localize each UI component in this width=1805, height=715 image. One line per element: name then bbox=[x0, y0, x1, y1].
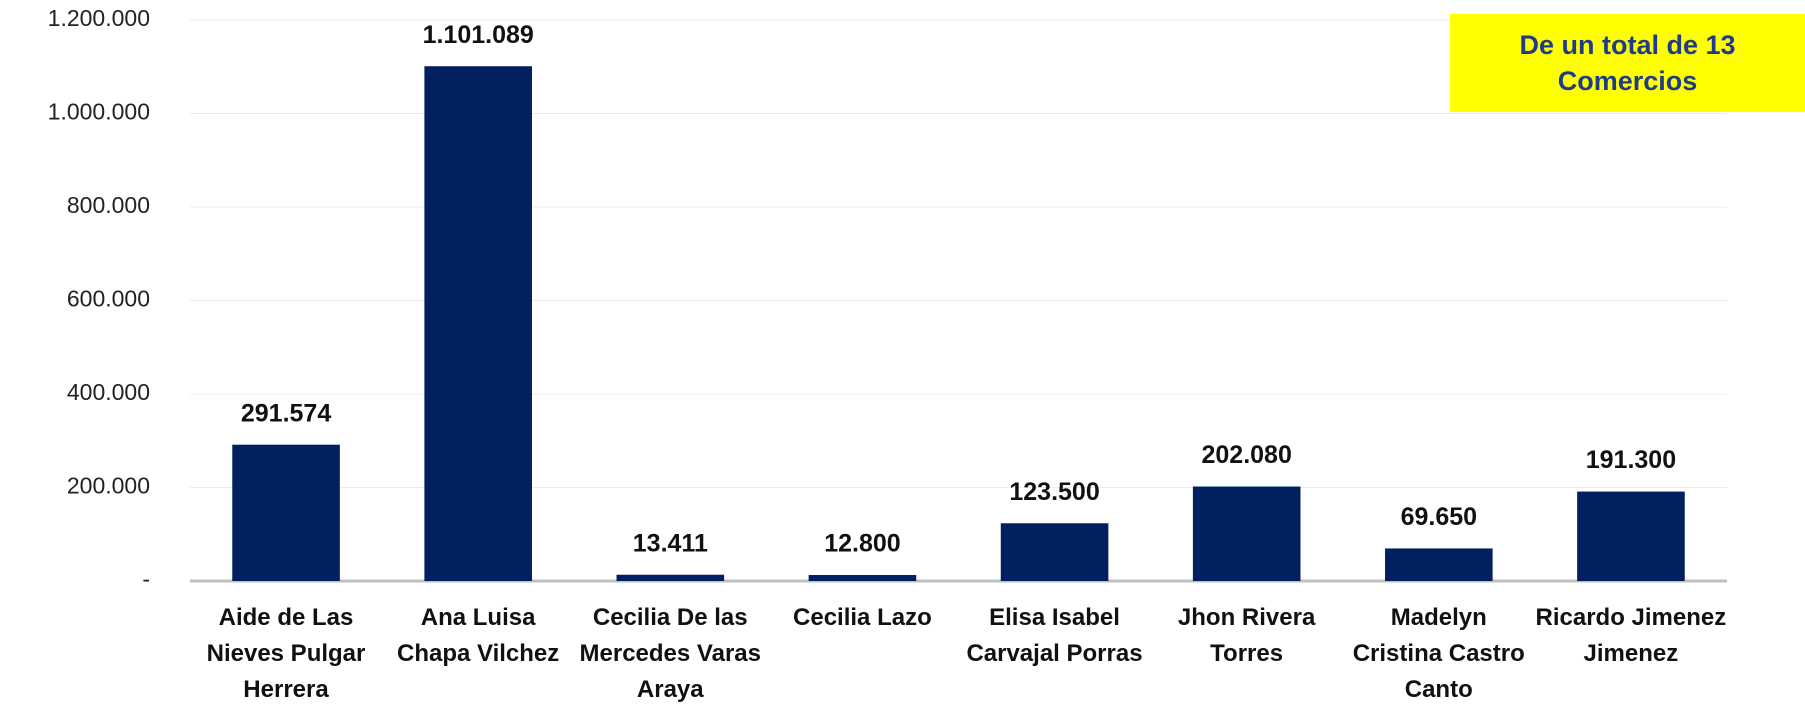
value-label: 291.574 bbox=[241, 399, 331, 427]
y-tick-label: 1.200.000 bbox=[48, 5, 150, 31]
y-tick-label: 800.000 bbox=[67, 192, 150, 218]
bar bbox=[1385, 548, 1493, 581]
value-label: 69.650 bbox=[1401, 503, 1477, 531]
bar bbox=[1577, 491, 1685, 581]
x-tick-label: Elisa Isabel Carvajal Porras bbox=[966, 604, 1143, 667]
value-label: 123.500 bbox=[1009, 478, 1099, 506]
x-tick-label: Ana Luisa Chapa Vilchez bbox=[396, 604, 560, 667]
bar bbox=[232, 444, 340, 581]
value-label: 202.080 bbox=[1202, 441, 1292, 469]
value-label: 1.101.089 bbox=[423, 21, 534, 49]
bar bbox=[424, 66, 532, 581]
x-tick-label: Cecilia Lazo bbox=[793, 604, 932, 631]
bar bbox=[1192, 486, 1301, 581]
value-label: 191.300 bbox=[1586, 446, 1676, 474]
x-tick-label: Madelyn Cristina Castro Canto bbox=[1352, 604, 1525, 703]
bar bbox=[1000, 523, 1109, 581]
x-tick-label: Cecilia De las Mercedes Varas Araya bbox=[579, 604, 761, 703]
value-label: 12.800 bbox=[824, 530, 900, 558]
y-tick-label: - bbox=[142, 566, 150, 592]
value-label: 13.411 bbox=[633, 529, 708, 557]
x-tick-label: Ricardo Jimenez Jimenez bbox=[1535, 604, 1727, 667]
bar bbox=[616, 574, 725, 581]
bar bbox=[808, 575, 917, 581]
x-tick-label: Jhon Rivera Torres bbox=[1177, 604, 1316, 667]
annotation: De un total de 13 Comercios bbox=[1450, 14, 1805, 112]
y-tick-label: 1.000.000 bbox=[48, 99, 150, 125]
y-tick-label: 400.000 bbox=[67, 379, 150, 405]
y-tick-label: 200.000 bbox=[67, 473, 150, 499]
x-tick-label: Aide de Las Nieves Pulgar Herrera bbox=[206, 604, 366, 703]
y-tick-label: 600.000 bbox=[67, 286, 150, 312]
